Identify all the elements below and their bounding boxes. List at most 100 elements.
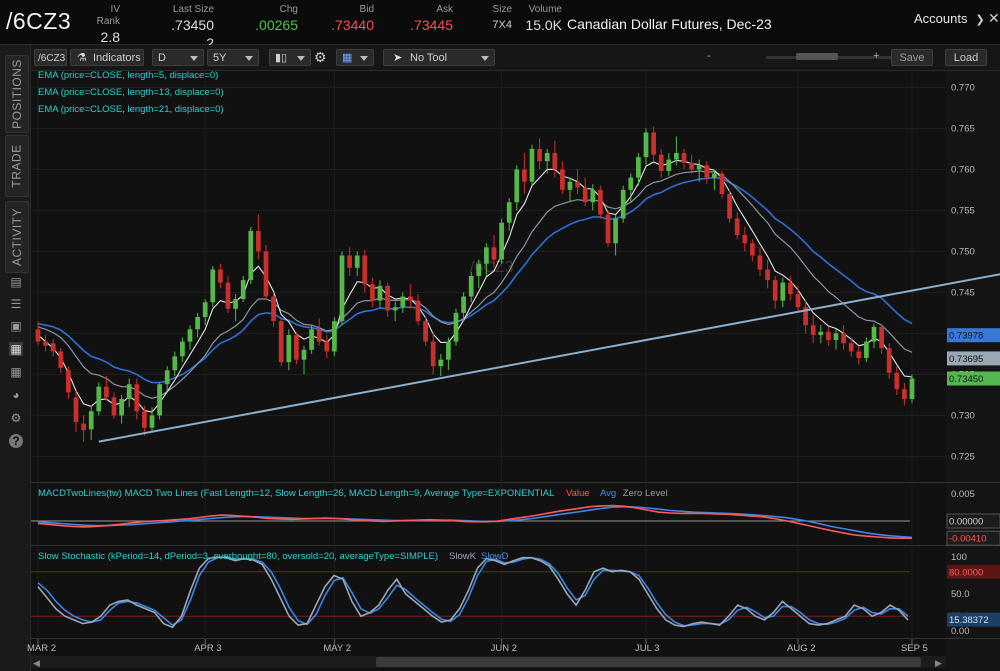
candle-body[interactable]: [902, 389, 907, 399]
candle-body[interactable]: [438, 359, 444, 367]
candle-body[interactable]: [271, 296, 276, 322]
tab-positions[interactable]: POSITIONS: [5, 55, 29, 133]
candle-body[interactable]: [582, 187, 588, 203]
candle-body[interactable]: [50, 343, 56, 352]
symbol-title[interactable]: /6CZ3: [6, 8, 72, 34]
candle-body[interactable]: [294, 335, 299, 360]
candle-body[interactable]: [415, 300, 421, 322]
candle-body[interactable]: [453, 312, 459, 342]
candle-body[interactable]: [119, 399, 124, 416]
indicators-button[interactable]: ⚗ Indicators: [70, 49, 144, 66]
load-button[interactable]: Load: [945, 49, 987, 66]
candle-body[interactable]: [522, 169, 527, 182]
candle-body[interactable]: [506, 202, 512, 223]
candle-body[interactable]: [354, 255, 360, 268]
candle-body[interactable]: [468, 276, 474, 297]
scroll-left-icon[interactable]: ◀: [33, 658, 40, 668]
candle-body[interactable]: [818, 331, 824, 336]
candle-body[interactable]: [66, 370, 71, 393]
help-icon[interactable]: ?: [9, 434, 23, 448]
candle-body[interactable]: [392, 307, 398, 311]
gauge-icon[interactable]: ◕: [12, 388, 20, 402]
grid-icon[interactable]: ▦: [10, 365, 22, 379]
candle-body[interactable]: [347, 255, 352, 268]
candle-body[interactable]: [476, 263, 482, 276]
zoom-out-button[interactable]: -: [707, 50, 711, 62]
candle-body[interactable]: [544, 153, 550, 162]
tv-icon[interactable]: ▣: [10, 319, 22, 333]
scrollbar-thumb[interactable]: [376, 657, 921, 667]
stochastic-legend-item[interactable]: SlowD: [481, 551, 509, 562]
settings-icon[interactable]: ⚙: [10, 411, 22, 425]
candle-body[interactable]: [681, 153, 687, 163]
candle-body[interactable]: [286, 335, 292, 363]
candle-body[interactable]: [590, 189, 596, 203]
candle-body[interactable]: [894, 372, 900, 390]
candle-body[interactable]: [780, 282, 786, 301]
candle-body[interactable]: [263, 251, 269, 297]
candle-body[interactable]: [256, 230, 261, 252]
candle-body[interactable]: [35, 329, 41, 342]
candle-body[interactable]: [674, 153, 679, 160]
candle-body[interactable]: [491, 247, 497, 260]
candle-body[interactable]: [332, 321, 337, 352]
candle-body[interactable]: [514, 169, 520, 203]
candle-body[interactable]: [750, 243, 755, 256]
macd-pane[interactable]: [31, 484, 946, 544]
candle-body[interactable]: [461, 296, 466, 313]
candle-body[interactable]: [552, 153, 558, 170]
symbol-box[interactable]: /6CZ3: [34, 49, 67, 66]
candle-body[interactable]: [484, 247, 489, 264]
candle-body[interactable]: [651, 132, 656, 155]
candle-body[interactable]: [180, 341, 185, 357]
candle-body[interactable]: [309, 329, 314, 350]
candle-body[interactable]: [613, 218, 618, 244]
save-button[interactable]: Save: [891, 49, 933, 66]
candle-body[interactable]: [157, 384, 162, 416]
candle-body[interactable]: [202, 302, 208, 317]
price-pane[interactable]: [31, 71, 946, 481]
list-icon[interactable]: ☰: [10, 297, 22, 311]
candle-body[interactable]: [248, 230, 254, 281]
candle-body[interactable]: [104, 386, 109, 398]
candle-body[interactable]: [742, 235, 748, 244]
candle-body[interactable]: [879, 326, 884, 349]
zoom-slider-thumb[interactable]: [796, 53, 838, 60]
candle-body[interactable]: [324, 341, 330, 352]
study-label-ema13[interactable]: EMA (price=CLOSE, length=13, displace=0): [38, 87, 224, 98]
candle-body[interactable]: [795, 294, 801, 308]
candle-body[interactable]: [620, 189, 626, 219]
candle-body[interactable]: [111, 397, 117, 416]
candle-body[interactable]: [58, 351, 64, 368]
candle-body[interactable]: [757, 255, 763, 270]
candle-body[interactable]: [142, 411, 147, 428]
study-label-ema21[interactable]: EMA (price=CLOSE, length=21, displace=0): [38, 104, 224, 115]
candle-body[interactable]: [339, 255, 345, 322]
candle-body[interactable]: [826, 331, 831, 340]
candle-body[interactable]: [560, 169, 565, 190]
candle-body[interactable]: [864, 341, 869, 358]
candle-body[interactable]: [316, 329, 322, 342]
stochastic-pane[interactable]: [31, 547, 946, 637]
candle-body[interactable]: [727, 194, 732, 219]
candle-body[interactable]: [96, 386, 102, 412]
candle-body[interactable]: [886, 348, 892, 373]
candle-body[interactable]: [446, 341, 451, 360]
candle-body[interactable]: [225, 282, 231, 309]
candle-body[interactable]: [81, 423, 86, 431]
candle-body[interactable]: [370, 284, 375, 301]
candle-body[interactable]: [537, 148, 542, 162]
stochastic-legend-item[interactable]: SlowK: [449, 551, 477, 562]
news-icon[interactable]: ▤: [10, 275, 22, 289]
candle-body[interactable]: [643, 132, 649, 158]
candle-body[interactable]: [871, 326, 877, 342]
candle-body[interactable]: [636, 157, 641, 178]
candle-body[interactable]: [788, 282, 793, 295]
candle-body[interactable]: [400, 296, 406, 308]
candle-body[interactable]: [408, 296, 413, 301]
candle-body[interactable]: [210, 269, 216, 303]
candle-body[interactable]: [499, 222, 504, 260]
tab-trade[interactable]: TRADE: [5, 135, 29, 197]
candle-body[interactable]: [658, 154, 664, 172]
